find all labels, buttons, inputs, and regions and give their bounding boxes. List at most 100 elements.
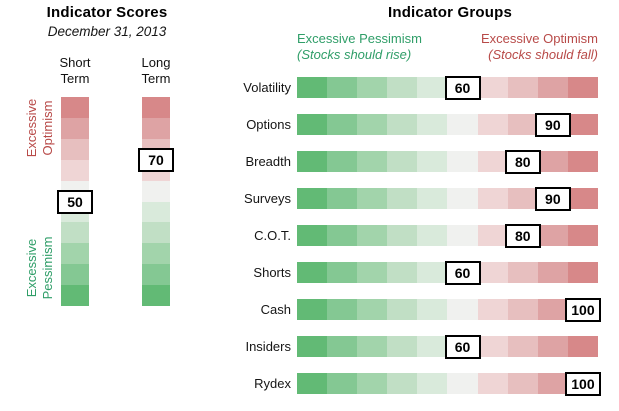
column-gradient-segment	[142, 285, 170, 307]
column-gradient-segment	[61, 243, 89, 265]
bar-gradient-segment	[567, 336, 598, 357]
bar-gradient-segment	[537, 262, 568, 283]
bar-gradient-segment	[387, 373, 418, 394]
bar-gradient-segment	[357, 336, 388, 357]
column-gradient-segment	[61, 97, 89, 118]
bar-gradient-segment	[357, 225, 388, 246]
bar-gradient-segment	[327, 77, 358, 98]
bar-gradient-segment	[417, 225, 448, 246]
group-row-label-breadth: Breadth	[245, 154, 291, 169]
column-gradient-segment	[61, 117, 89, 139]
value-box: 50	[57, 189, 93, 214]
bar-gradient-segment	[387, 151, 418, 172]
bar-gradient-segment	[387, 336, 418, 357]
bar-gradient-segment	[477, 77, 508, 98]
bar-gradient-segment	[387, 299, 418, 320]
bar-gradient-segment	[447, 225, 478, 246]
bar-gradient-segment	[327, 336, 358, 357]
bar-gradient-segment	[297, 114, 328, 135]
value-box: 60	[444, 334, 481, 359]
group-row-label-cot: C.O.T.	[254, 228, 291, 243]
bar-gradient-segment	[417, 262, 448, 283]
bar-gradient-segment	[297, 151, 328, 172]
optimism-scale-label: Excessive Optimism	[480, 31, 598, 46]
column-gradient-segment	[142, 264, 170, 286]
bar-gradient-segment	[477, 373, 508, 394]
value-box: 80	[504, 223, 541, 248]
bar-gradient-segment	[327, 151, 358, 172]
bar-gradient-segment	[477, 225, 508, 246]
bar-gradient-segment	[567, 225, 598, 246]
bar-gradient-segment	[447, 151, 478, 172]
column-gradient-segment	[142, 117, 170, 139]
value-box: 60	[444, 260, 481, 285]
bar-gradient-segment	[327, 262, 358, 283]
column-gradient-segment	[142, 243, 170, 265]
group-row-label-insiders: Insiders	[245, 339, 291, 354]
bar-gradient-segment	[357, 151, 388, 172]
group-gradient-bar	[297, 114, 598, 135]
scores-date-subtitle: December 31, 2013	[47, 24, 167, 39]
group-rows-layer: Volatility 60 Options 90 Breadth 80 Surveys 90 C…	[205, 0, 619, 411]
bar-gradient-segment	[567, 77, 598, 98]
bar-gradient-segment	[507, 373, 538, 394]
bar-gradient-segment	[297, 373, 328, 394]
pessimism-scale-subtext: (Stocks should rise)	[297, 46, 412, 62]
group-row-label-rydex: Rydex	[254, 376, 291, 391]
column-gradient-segment	[61, 222, 89, 244]
bar-gradient-segment	[477, 299, 508, 320]
bar-gradient-segment	[417, 373, 448, 394]
bar-gradient-segment	[297, 299, 328, 320]
bar-gradient-segment	[447, 188, 478, 209]
bar-gradient-segment	[357, 299, 388, 320]
bar-gradient-segment	[417, 151, 448, 172]
bar-gradient-segment	[417, 77, 448, 98]
bar-gradient-segment	[537, 336, 568, 357]
value-box: 70	[138, 147, 174, 172]
bar-gradient-segment	[507, 188, 538, 209]
bar-gradient-segment	[477, 262, 508, 283]
indicator-scores-panel: Indicator Scores December 31, 2013 Short…	[0, 0, 205, 411]
bar-gradient-segment	[447, 114, 478, 135]
group-gradient-bar	[297, 299, 598, 320]
group-row-label-surveys: Surveys	[244, 191, 291, 206]
optimism-scale-header: Excessive Optimism (Stocks should fall)	[420, 31, 598, 62]
bar-gradient-segment	[537, 299, 568, 320]
bar-gradient-segment	[327, 373, 358, 394]
bar-gradient-segment	[507, 114, 538, 135]
bar-gradient-segment	[297, 262, 328, 283]
bar-gradient-segment	[417, 114, 448, 135]
short-term-column-header: Short Term	[59, 55, 91, 87]
column-gradient-segment	[61, 285, 89, 307]
bar-gradient-segment	[297, 336, 328, 357]
bar-gradient-segment	[537, 225, 568, 246]
bar-gradient-segment	[357, 114, 388, 135]
bar-gradient-segment	[447, 373, 478, 394]
bar-gradient-segment	[327, 225, 358, 246]
bar-gradient-segment	[327, 114, 358, 135]
score-columns-layer: 50 70	[0, 0, 205, 411]
bar-gradient-segment	[567, 262, 598, 283]
bar-gradient-segment	[387, 77, 418, 98]
bar-gradient-segment	[387, 188, 418, 209]
bar-gradient-segment	[537, 151, 568, 172]
group-gradient-bar	[297, 151, 598, 172]
bar-gradient-segment	[417, 336, 448, 357]
bar-gradient-segment	[387, 262, 418, 283]
bar-gradient-segment	[567, 114, 598, 135]
bar-gradient-segment	[387, 225, 418, 246]
group-row-label-options: Options	[246, 117, 291, 132]
value-box: 90	[534, 112, 571, 137]
group-row-label-volatility: Volatility	[243, 80, 291, 95]
bar-gradient-segment	[417, 299, 448, 320]
pessimism-scale-header: Excessive Pessimism (Stocks should rise)	[297, 31, 487, 62]
bar-gradient-segment	[537, 77, 568, 98]
bar-gradient-segment	[537, 373, 568, 394]
bar-gradient-segment	[357, 373, 388, 394]
group-gradient-bar	[297, 373, 598, 394]
column-gradient-segment	[142, 222, 170, 244]
bar-gradient-segment	[567, 188, 598, 209]
group-gradient-bar	[297, 225, 598, 246]
column-gradient-segment	[142, 97, 170, 118]
bar-gradient-segment	[297, 77, 328, 98]
